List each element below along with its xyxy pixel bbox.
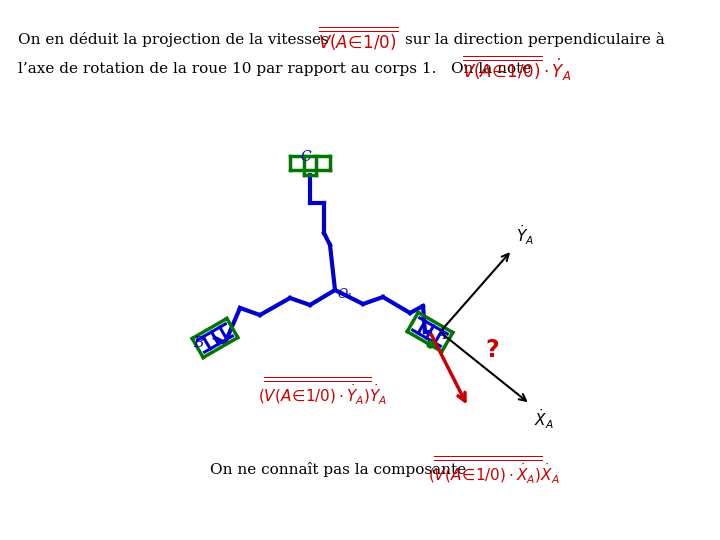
Text: On ne connaît pas la composante: On ne connaît pas la composante	[210, 462, 466, 477]
Text: $(\overline{\overline{V(A\!\in\!1/0)\cdot\dot{Y}_A)}}\dot{Y}_A$: $(\overline{\overline{V(A\!\in\!1/0)\cdo…	[258, 375, 387, 407]
Text: ?: ?	[485, 338, 499, 362]
Text: C: C	[301, 150, 311, 164]
Text: sur la direction perpendiculaire à: sur la direction perpendiculaire à	[405, 32, 665, 47]
Text: $\overline{\overline{V(A\!\in\!1/0)}}\cdot\dot{Y}_A$: $\overline{\overline{V(A\!\in\!1/0)}}\cd…	[462, 54, 571, 83]
Text: $\dot{X}_A$: $\dot{X}_A$	[534, 407, 554, 430]
Text: l’axe de rotation de la roue 10 par rapport au corps 1.   On la note: l’axe de rotation de la roue 10 par rapp…	[18, 62, 531, 76]
Text: A: A	[436, 328, 446, 342]
Text: $(\overline{\overline{V(A\!\in\!1/0)\cdot\dot{X}_A)}}\dot{X}_A$: $(\overline{\overline{V(A\!\in\!1/0)\cdo…	[428, 454, 559, 485]
Text: $\overline{\overline{V(A\!\in\!1/0)}}$: $\overline{\overline{V(A\!\in\!1/0)}}$	[318, 24, 398, 52]
Text: O₁: O₁	[338, 288, 354, 301]
Text: On en déduit la projection de la vitesses: On en déduit la projection de la vitesse…	[18, 32, 329, 47]
Text: $\dot{Y}_A$: $\dot{Y}_A$	[516, 224, 534, 247]
Text: B: B	[193, 336, 203, 350]
